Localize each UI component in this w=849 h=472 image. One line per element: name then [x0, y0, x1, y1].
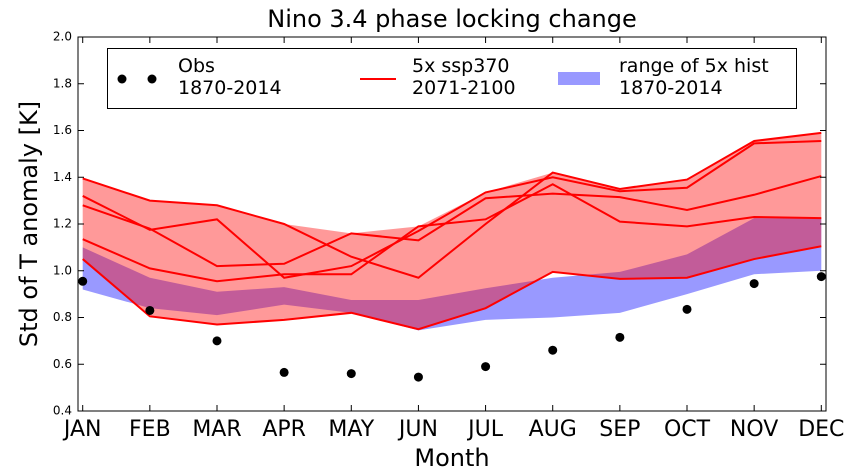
ssp-line — [82, 131, 822, 279]
ssp-line — [82, 183, 822, 283]
chart-title: Nino 3.4 phase locking change — [267, 5, 637, 33]
obs-point — [749, 279, 759, 289]
x-tick-label: DEC — [798, 417, 844, 442]
y-tick-label: 1.4 — [53, 170, 72, 184]
obs-point — [682, 304, 692, 314]
legend-label: Obs 1870-2014 — [178, 55, 282, 99]
x-tick-label: MAY — [328, 417, 374, 442]
y-tick-label: 0.8 — [53, 310, 72, 324]
x-tick-label: AUG — [529, 417, 577, 442]
obs-point — [145, 305, 155, 315]
ssp-line — [82, 140, 822, 279]
x-tick-label: OCT — [664, 417, 711, 442]
x-tick-label: NOV — [730, 417, 778, 442]
obs-point — [548, 345, 558, 355]
legend-hist-marker — [558, 72, 600, 85]
obs-point — [78, 276, 88, 286]
x-tick-label: FEB — [129, 417, 171, 442]
y-tick-label: 1.2 — [53, 217, 72, 231]
legend-label: 5x ssp370 2071-2100 — [412, 55, 516, 99]
y-axis-label: Std of T anomaly [K] — [15, 101, 43, 347]
obs-point — [279, 367, 289, 377]
legend-ssp-marker — [360, 78, 396, 80]
y-tick-label: 1.6 — [53, 123, 72, 137]
legend-label: range of 5x hist 1870-2014 — [619, 55, 769, 99]
x-axis-label: Month — [414, 444, 489, 472]
legend: Obs 1870-2014 5x ssp370 2071-2100 range of… — [107, 48, 797, 109]
x-tick-label: JAN — [62, 417, 102, 442]
ssp-envelope — [82, 132, 822, 330]
obs-point — [212, 336, 222, 346]
x-tick-label: APR — [262, 417, 306, 442]
obs-point — [816, 272, 826, 282]
x-tick-label: JUN — [397, 417, 438, 442]
ssp-line — [82, 245, 822, 331]
hist-range — [82, 218, 822, 331]
y-tick-label: 1.8 — [53, 76, 72, 90]
obs-point — [413, 372, 423, 382]
ssp-line — [82, 175, 822, 268]
x-tick-label: SEP — [599, 417, 640, 442]
x-tick-label: MAR — [192, 417, 241, 442]
y-tick-label: 0.6 — [53, 357, 72, 371]
y-tick-label: 2.0 — [53, 30, 72, 44]
obs-point — [346, 369, 356, 379]
y-tick-label: 1.0 — [53, 263, 72, 277]
y-tick-label: 0.4 — [53, 404, 72, 418]
obs-point — [615, 332, 625, 342]
obs-point — [481, 362, 491, 372]
legend-obs-marker — [117, 74, 157, 84]
x-tick-label: JUL — [466, 417, 504, 442]
